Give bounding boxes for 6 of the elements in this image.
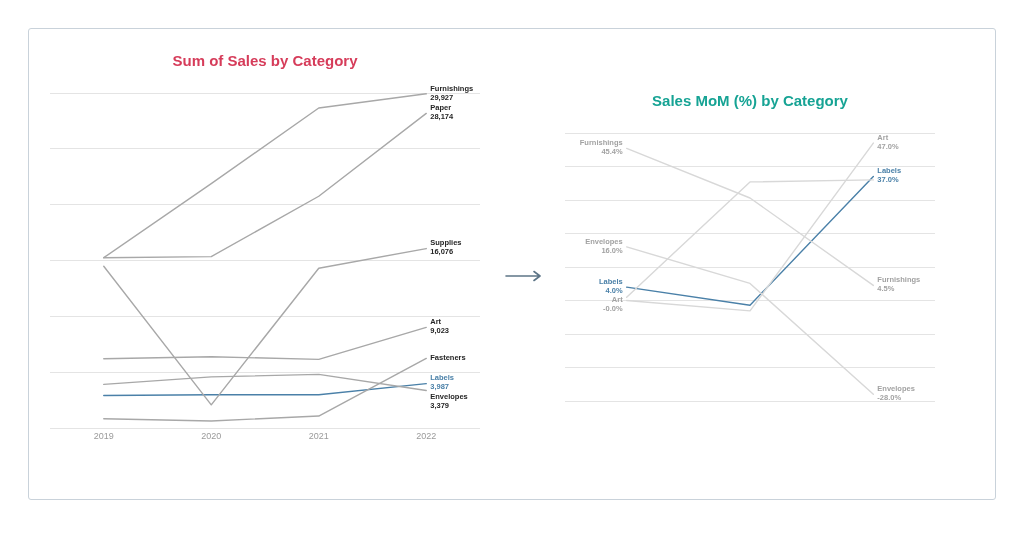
x-tick-label: 2021 [308,431,329,442]
chart-title: Sales MoM (%) by Category [652,92,849,110]
chart-title: Sum of Sales by Category [172,52,359,70]
x-tick-label: 2019 [93,431,114,442]
x-tick-label: 2020 [201,431,222,442]
x-tick-label: 2022 [416,431,437,442]
